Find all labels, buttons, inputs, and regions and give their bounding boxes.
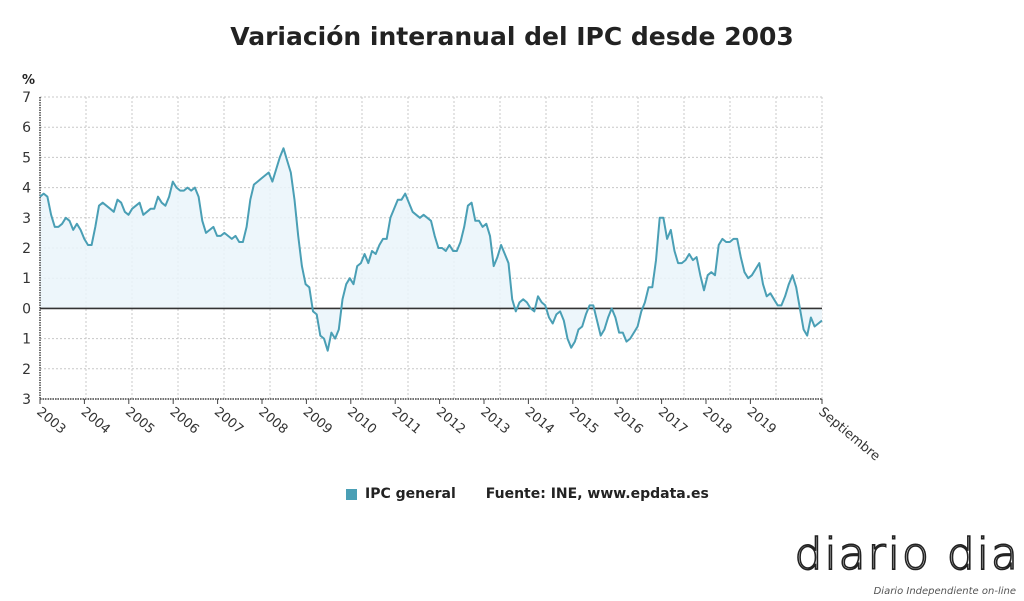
y-tick-label: 7 [22, 90, 31, 106]
x-tick-label: 2016 [611, 405, 646, 438]
y-tick-label: 0 [22, 301, 31, 317]
x-tick-label: 2017 [655, 405, 690, 438]
logo: diario dia Diario Independiente on-line [790, 528, 1020, 597]
y-tick-label: 5 [22, 150, 31, 166]
y-tick-label: 1 [22, 332, 31, 348]
y-tick-label: 1 [22, 271, 31, 287]
x-tick-label: 2006 [167, 405, 202, 438]
x-tick-label: 2008 [255, 405, 290, 438]
y-tick-label: 3 [22, 211, 31, 227]
y-tick-label: 6 [22, 120, 31, 136]
x-tick-label: 2019 [744, 405, 779, 438]
x-tick-label: 2009 [300, 405, 335, 438]
y-tick-label: 2 [22, 241, 31, 257]
legend: IPC general Fuente: INE, www.epdata.es [346, 486, 709, 502]
x-tick-label: 2015 [566, 405, 601, 438]
x-tick-label: 2004 [78, 405, 113, 438]
x-tick-label: 2003 [33, 405, 68, 438]
x-tick-label: 2018 [699, 405, 734, 438]
logo-tagline: Diario Independiente on-line [873, 586, 1016, 597]
y-tick-label: 3 [22, 392, 31, 408]
legend-swatch [346, 488, 357, 500]
y-tick-label: 4 [22, 181, 31, 197]
x-tick-label: 2005 [122, 405, 157, 438]
source-note: Fuente: INE, www.epdata.es [485, 486, 709, 502]
x-tick-label: Septiembre [815, 405, 882, 465]
x-tick-label: 2011 [389, 405, 424, 438]
x-tick-label: 2010 [344, 405, 379, 438]
series-area [40, 148, 822, 351]
chart-title: Variación interanual del IPC desde 2003 [230, 22, 794, 51]
series-line [39, 147, 823, 352]
x-tick-label: 2007 [211, 405, 246, 438]
y-tick-label: 2 [22, 362, 31, 378]
x-tick-label: 2013 [477, 405, 512, 438]
y-axis-unit: % [22, 73, 35, 88]
logo-text: diario dia [794, 528, 1020, 581]
x-tick-label: 2012 [433, 405, 468, 438]
x-tick-label: 2014 [522, 405, 557, 438]
legend-series-label[interactable]: IPC general [365, 486, 456, 502]
